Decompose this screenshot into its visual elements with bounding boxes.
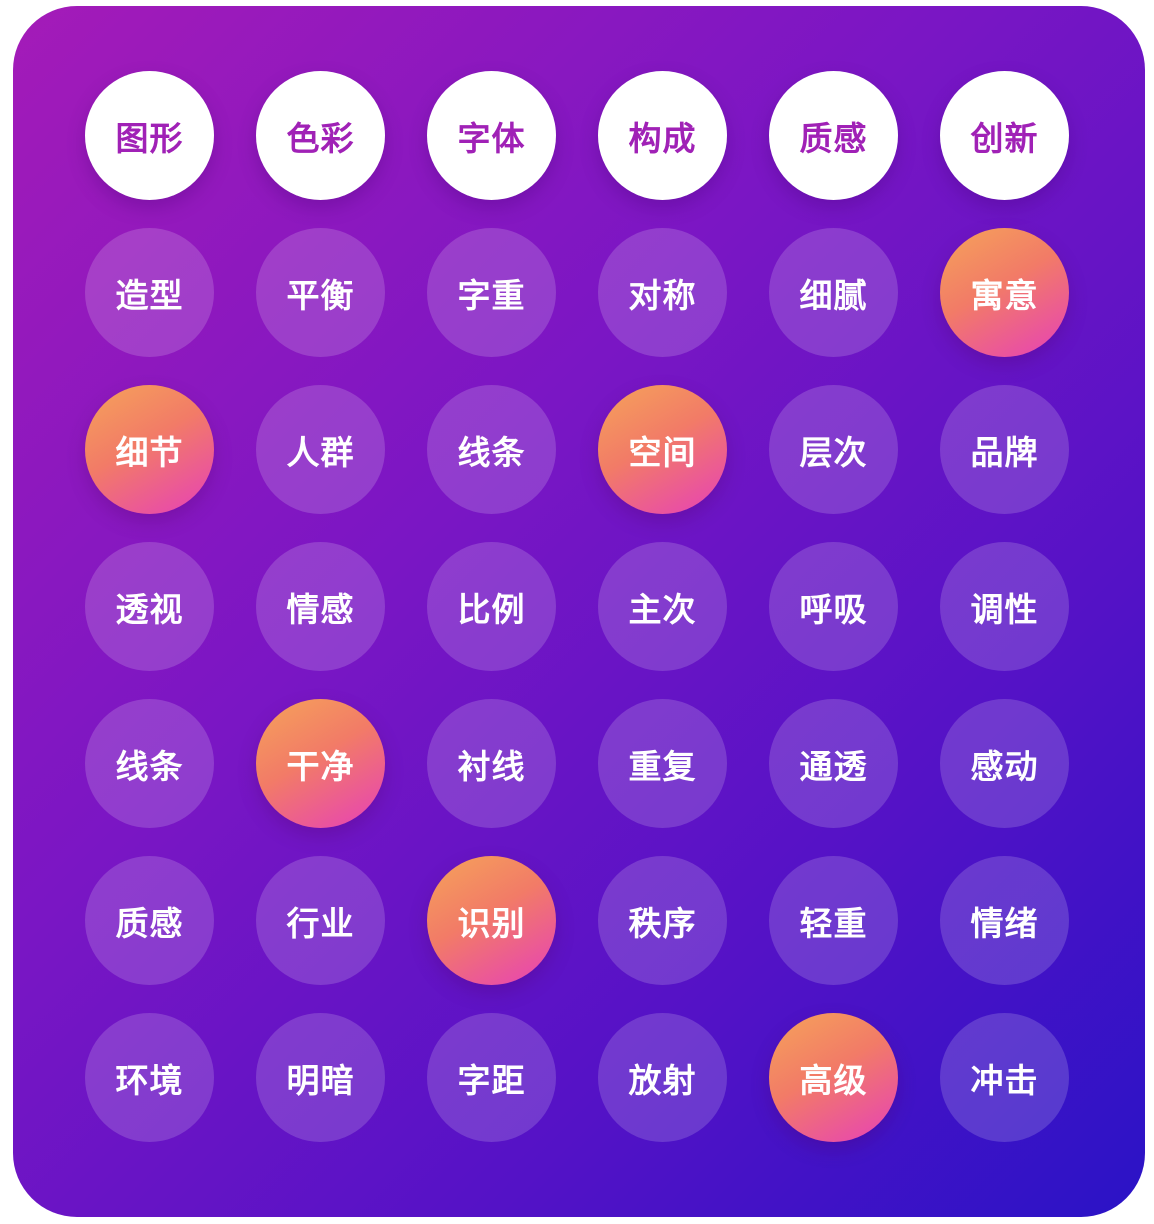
tag-bubble[interactable]: 字体: [427, 71, 556, 200]
tag-label: 字距: [457, 1060, 526, 1100]
tag-bubble[interactable]: 明暗: [256, 1013, 385, 1142]
tag-bubble[interactable]: 轻重: [769, 856, 898, 985]
tag-bubble[interactable]: 情感: [256, 542, 385, 671]
tag-bubble[interactable]: 行业: [256, 856, 385, 985]
tag-bubble[interactable]: 呼吸: [769, 542, 898, 671]
tag-label: 放射: [628, 1060, 697, 1100]
tag-bubble[interactable]: 字距: [427, 1013, 556, 1142]
tag-bubble[interactable]: 平衡: [256, 228, 385, 357]
tag-label: 感动: [970, 746, 1039, 786]
tag-bubble[interactable]: 空间: [598, 385, 727, 514]
tag-label: 层次: [799, 432, 868, 472]
tag-label: 情绪: [970, 903, 1039, 943]
tag-bubble[interactable]: 通透: [769, 699, 898, 828]
tag-label: 冲击: [970, 1060, 1039, 1100]
tag-bubble[interactable]: 细腻: [769, 228, 898, 357]
tag-bubble[interactable]: 秩序: [598, 856, 727, 985]
tag-label: 质感: [799, 118, 868, 158]
tag-bubble[interactable]: 重复: [598, 699, 727, 828]
tag-bubble[interactable]: 感动: [940, 699, 1069, 828]
tag-bubble[interactable]: 寓意: [940, 228, 1069, 357]
tag-bubble[interactable]: 字重: [427, 228, 556, 357]
tag-bubble[interactable]: 衬线: [427, 699, 556, 828]
tag-label: 情感: [286, 589, 355, 629]
tag-bubble[interactable]: 质感: [85, 856, 214, 985]
tag-label: 明暗: [286, 1060, 355, 1100]
tag-label: 调性: [970, 589, 1039, 629]
tag-label: 细腻: [799, 275, 868, 315]
tag-label: 造型: [115, 275, 184, 315]
tag-grid: 图形 色彩 字体 构成 质感 创新 造型 平衡 字重 对称 细腻 寓意 细节 人群 线条 空间 层次 品牌 透视 情感…: [85, 71, 1069, 1142]
tag-label: 线条: [115, 746, 184, 786]
tag-bubble[interactable]: 层次: [769, 385, 898, 514]
tag-label: 比例: [457, 589, 526, 629]
tag-bubble[interactable]: 质感: [769, 71, 898, 200]
tag-label: 秩序: [628, 903, 697, 943]
tag-label: 通透: [799, 746, 868, 786]
tag-label: 呼吸: [799, 589, 868, 629]
tag-bubble[interactable]: 对称: [598, 228, 727, 357]
tag-label: 空间: [628, 432, 697, 472]
tag-label: 品牌: [970, 432, 1039, 472]
tag-label: 识别: [457, 903, 526, 943]
tag-bubble[interactable]: 干净: [256, 699, 385, 828]
tag-label: 字重: [457, 275, 526, 315]
tag-label: 人群: [286, 432, 355, 472]
tag-label: 衬线: [457, 746, 526, 786]
tag-label: 透视: [115, 589, 184, 629]
tag-label: 主次: [628, 589, 697, 629]
tag-bubble[interactable]: 透视: [85, 542, 214, 671]
tag-label: 行业: [286, 903, 355, 943]
tag-bubble[interactable]: 放射: [598, 1013, 727, 1142]
tag-bubble[interactable]: 品牌: [940, 385, 1069, 514]
tag-label: 寓意: [970, 275, 1039, 315]
tag-bubble[interactable]: 识别: [427, 856, 556, 985]
tag-card: 图形 色彩 字体 构成 质感 创新 造型 平衡 字重 对称 细腻 寓意 细节 人群 线条 空间 层次 品牌 透视 情感…: [13, 6, 1145, 1217]
tag-bubble[interactable]: 创新: [940, 71, 1069, 200]
tag-bubble[interactable]: 构成: [598, 71, 727, 200]
tag-bubble[interactable]: 环境: [85, 1013, 214, 1142]
tag-label: 创新: [970, 118, 1039, 158]
tag-bubble[interactable]: 调性: [940, 542, 1069, 671]
tag-label: 对称: [628, 275, 697, 315]
tag-label: 重复: [628, 746, 697, 786]
tag-bubble[interactable]: 线条: [85, 699, 214, 828]
tag-bubble[interactable]: 造型: [85, 228, 214, 357]
tag-bubble[interactable]: 情绪: [940, 856, 1069, 985]
tag-bubble[interactable]: 比例: [427, 542, 556, 671]
tag-bubble[interactable]: 图形: [85, 71, 214, 200]
tag-label: 轻重: [799, 903, 868, 943]
tag-bubble[interactable]: 人群: [256, 385, 385, 514]
tag-bubble[interactable]: 线条: [427, 385, 556, 514]
tag-bubble[interactable]: 细节: [85, 385, 214, 514]
tag-label: 质感: [115, 903, 184, 943]
tag-label: 细节: [115, 432, 184, 472]
tag-bubble[interactable]: 色彩: [256, 71, 385, 200]
tag-label: 构成: [628, 118, 697, 158]
tag-label: 字体: [457, 118, 526, 158]
tag-label: 环境: [115, 1060, 184, 1100]
tag-label: 图形: [115, 118, 184, 158]
tag-label: 线条: [457, 432, 526, 472]
tag-label: 色彩: [286, 118, 355, 158]
tag-label: 干净: [286, 746, 355, 786]
tag-bubble[interactable]: 高级: [769, 1013, 898, 1142]
tag-label: 高级: [799, 1060, 868, 1100]
tag-label: 平衡: [286, 275, 355, 315]
tag-bubble[interactable]: 冲击: [940, 1013, 1069, 1142]
tag-bubble[interactable]: 主次: [598, 542, 727, 671]
